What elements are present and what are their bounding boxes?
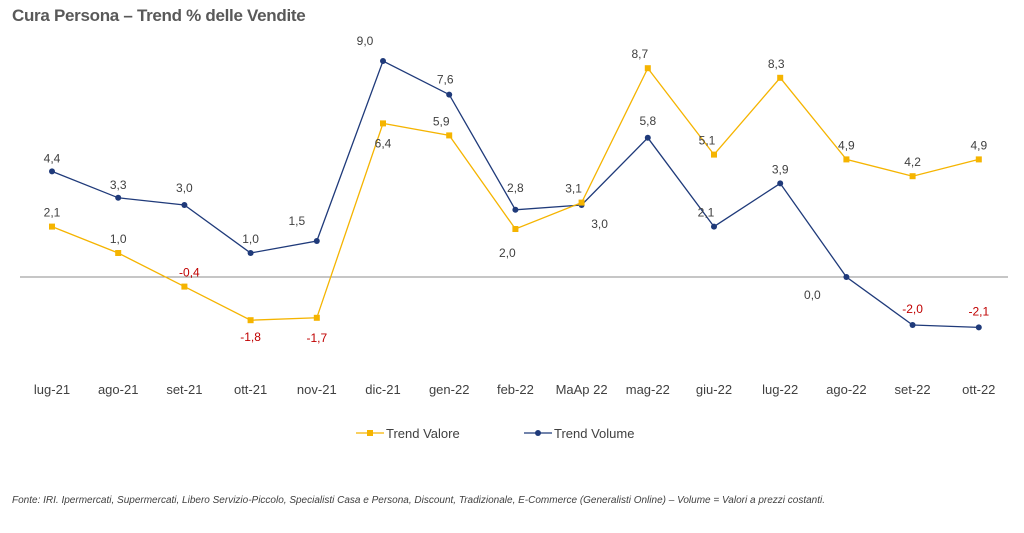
x-tick-label: gen-22 — [429, 382, 469, 397]
data-point — [975, 324, 982, 331]
data-label: 7,6 — [437, 73, 454, 87]
data-point — [247, 250, 254, 256]
data-label: 3,1 — [565, 182, 582, 196]
data-point — [115, 194, 122, 201]
data-label: -2,1 — [968, 304, 989, 318]
data-point — [115, 250, 122, 256]
x-tick-label: feb-22 — [497, 382, 534, 397]
x-tick-label: set-22 — [895, 382, 931, 397]
data-label: 2,8 — [507, 181, 524, 195]
x-tick-label: giu-22 — [696, 382, 732, 397]
data-label: 1,0 — [110, 232, 127, 246]
data-label: 2,1 — [698, 206, 715, 220]
data-label: 1,0 — [242, 232, 259, 246]
data-point — [446, 132, 453, 139]
data-point — [446, 91, 453, 98]
data-label: 2,0 — [499, 246, 516, 260]
data-point — [909, 322, 916, 328]
x-tick-label: lug-21 — [34, 382, 70, 397]
data-point — [777, 74, 784, 81]
data-label: 8,7 — [631, 47, 648, 61]
data-label: 4,9 — [970, 138, 987, 152]
data-point — [975, 156, 982, 163]
chart-title: Cura Persona – Trend % delle Vendite — [12, 6, 306, 25]
data-point — [247, 317, 254, 324]
x-tick-label: ago-22 — [826, 382, 866, 397]
data-label: -1,7 — [306, 331, 327, 345]
data-point — [843, 274, 850, 280]
data-label: 5,9 — [433, 114, 450, 128]
data-label: 3,3 — [110, 178, 127, 192]
data-label: 1,5 — [288, 214, 305, 228]
data-point — [512, 206, 519, 213]
data-point — [181, 202, 188, 208]
x-tick-label: dic-21 — [365, 382, 400, 397]
x-tick-label: ott-22 — [962, 382, 995, 397]
x-tick-label: ago-21 — [98, 382, 138, 397]
source-footnote: Fonte: IRI. Ipermercati, Supermercati, L… — [12, 495, 826, 506]
data-label: -0,4 — [179, 266, 200, 280]
data-point — [843, 156, 850, 163]
data-label: -1,8 — [240, 330, 261, 344]
data-label: 8,3 — [768, 57, 785, 71]
data-point — [644, 65, 651, 72]
data-label: 3,0 — [591, 217, 608, 231]
x-tick-label: ott-21 — [234, 382, 267, 397]
data-label: 9,0 — [357, 34, 374, 48]
data-point — [711, 151, 717, 158]
data-label: 0,0 — [804, 288, 821, 302]
data-label: -2,0 — [902, 302, 923, 316]
data-point — [380, 58, 386, 64]
legend-trend-valore-marker — [367, 430, 373, 436]
data-point — [777, 180, 784, 187]
data-label: 6,4 — [375, 136, 392, 150]
data-point — [181, 283, 188, 290]
data-point — [909, 173, 916, 180]
data-point — [578, 199, 585, 206]
data-label: 3,0 — [176, 181, 193, 195]
data-label: 4,9 — [838, 138, 855, 152]
legend-trend-volume-label: Trend Volume — [554, 426, 634, 441]
data-point — [49, 223, 55, 230]
x-tick-label: nov-21 — [297, 382, 337, 397]
data-point — [313, 314, 320, 321]
data-label: 4,4 — [44, 151, 61, 165]
data-label: 4,2 — [904, 155, 921, 169]
legend-trend-volume-marker — [535, 430, 541, 436]
data-label: 5,1 — [699, 134, 716, 148]
legend-trend-valore-label: Trend Valore — [386, 426, 460, 441]
data-point — [313, 238, 320, 244]
data-label: 3,9 — [772, 162, 789, 176]
x-tick-label: mag-22 — [626, 382, 670, 397]
data-label: 5,8 — [639, 114, 656, 128]
data-point — [49, 168, 55, 175]
data-point — [512, 226, 519, 232]
data-point — [644, 134, 651, 141]
x-tick-label: MaAp 22 — [556, 382, 608, 397]
data-label: 2,1 — [44, 206, 61, 220]
data-point — [380, 120, 386, 127]
data-point — [711, 223, 717, 230]
x-tick-label: set-21 — [166, 382, 202, 397]
x-tick-label: lug-22 — [762, 382, 798, 397]
